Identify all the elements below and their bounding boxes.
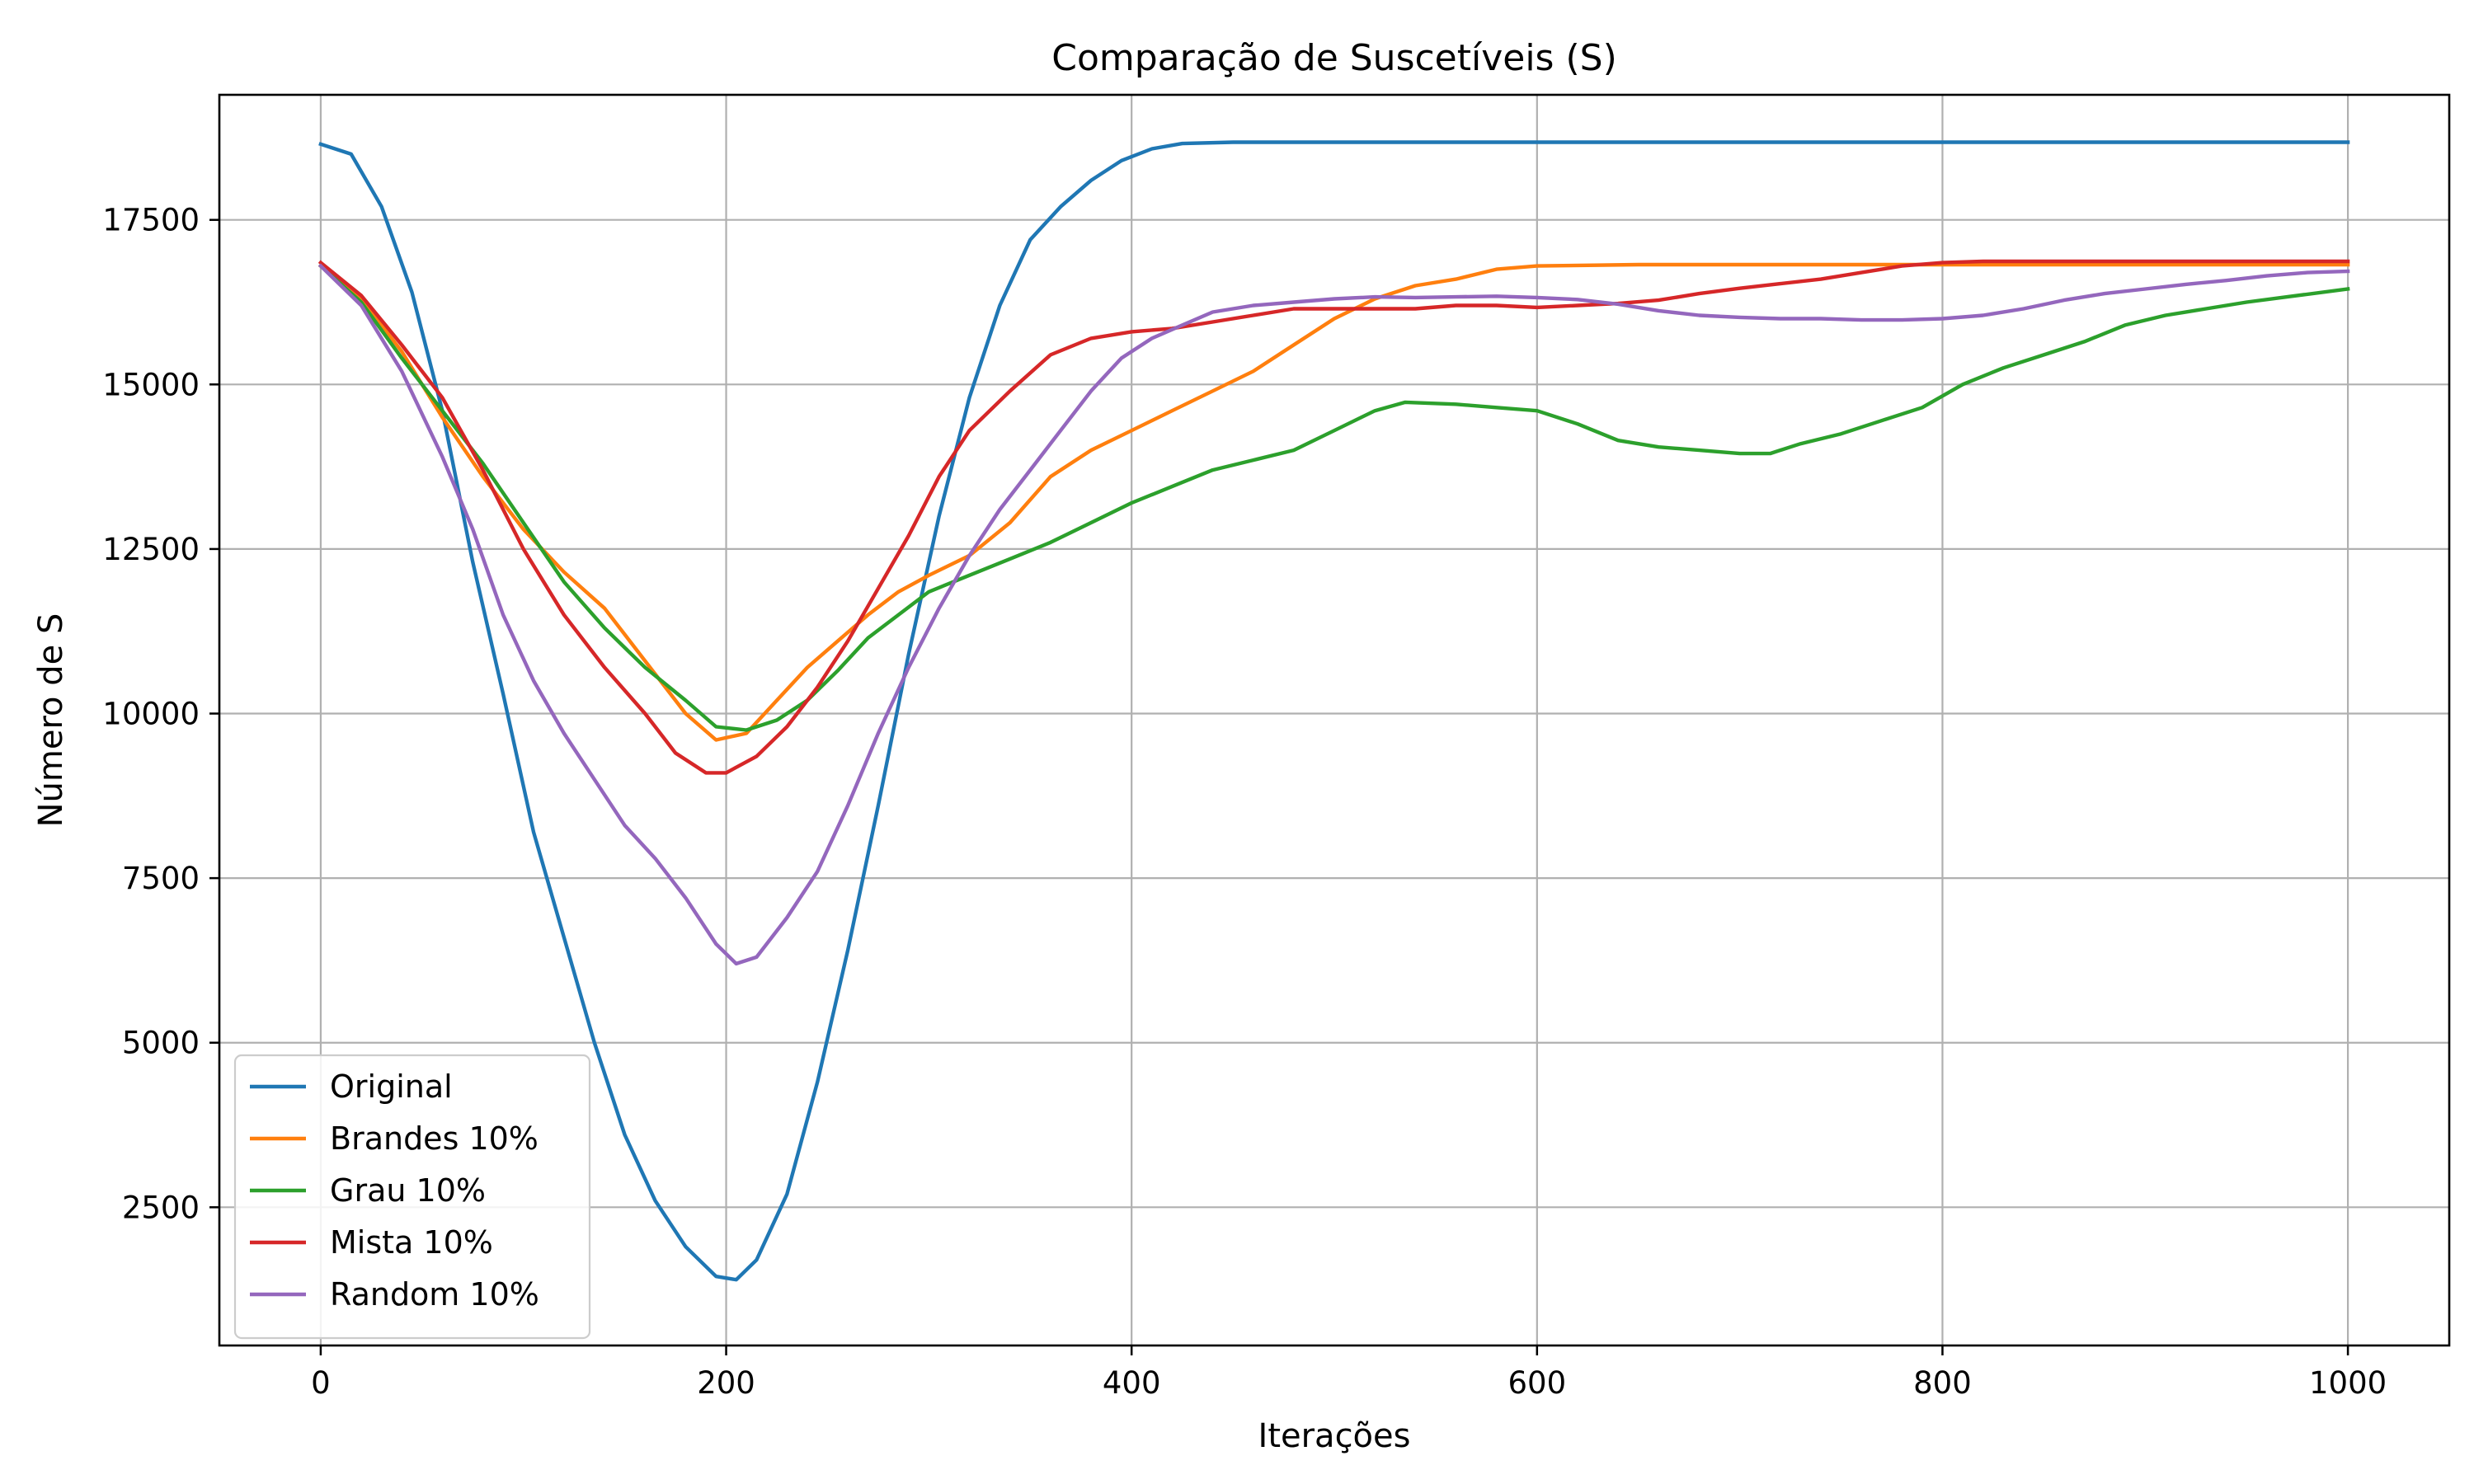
legend-label: Random 10% xyxy=(330,1276,539,1313)
series-line-grau-10 xyxy=(317,263,2350,732)
legend: Original Brandes 10% Grau 10% Mista 10% Rand… xyxy=(233,1054,591,1340)
chart-title: Comparação de Suscetíveis (S) xyxy=(1051,37,1616,79)
y-tick-label: 10000 xyxy=(102,697,200,732)
x-tick-label: 1000 xyxy=(2309,1365,2387,1401)
grid-lines xyxy=(219,95,2449,1345)
plot-frame xyxy=(218,93,2451,1347)
legend-label: Mista 10% xyxy=(330,1224,493,1261)
series-line-brandes-10 xyxy=(317,262,2350,742)
y-tick-label: 15000 xyxy=(102,367,200,402)
legend-label: Grau 10% xyxy=(330,1172,486,1209)
y-tick-label: 7500 xyxy=(122,861,200,896)
x-tick-label: 200 xyxy=(697,1365,755,1401)
series-line-random-10 xyxy=(317,263,2350,966)
axis-ticks: 0 200 400 600 800 1000 2500 5000 7500 10000 12500 1… xyxy=(102,203,2387,1401)
y-tick-label: 2500 xyxy=(122,1190,200,1225)
legend-label: Original xyxy=(330,1068,453,1105)
y-axis-label: Número de S xyxy=(32,613,70,828)
x-tick-label: 400 xyxy=(1103,1365,1161,1401)
series-line-original xyxy=(318,140,2350,1282)
y-tick-label: 17500 xyxy=(102,203,200,238)
legend-box xyxy=(233,1054,591,1340)
x-tick-label: 600 xyxy=(1508,1365,1567,1401)
series-lines xyxy=(317,140,2350,1282)
y-tick-label: 12500 xyxy=(102,532,200,567)
x-tick-label: 800 xyxy=(1913,1365,1972,1401)
y-tick-label: 5000 xyxy=(122,1026,200,1061)
x-axis-label: Iterações xyxy=(1258,1417,1411,1455)
legend-label: Brandes 10% xyxy=(330,1120,539,1157)
x-tick-label: 0 xyxy=(311,1365,331,1401)
